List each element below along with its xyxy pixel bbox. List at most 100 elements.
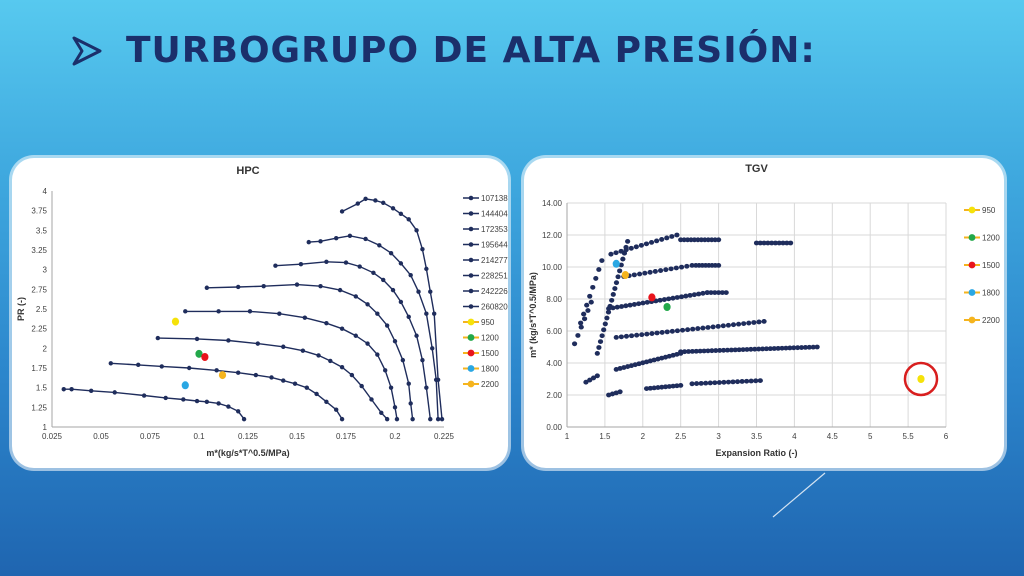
series-point-260820: [435, 377, 441, 382]
series-point-228251: [406, 314, 411, 320]
scatter-point-band-12: [775, 345, 781, 351]
scatter-point-band-11: [690, 326, 696, 332]
marker-1500: [648, 293, 656, 302]
series-point-107138: [89, 388, 94, 394]
series-point-260820: [363, 196, 368, 202]
slide-title: TURBOGRUPO DE ALTA PRESIÓN:: [126, 30, 816, 71]
series-point-242226: [363, 236, 368, 242]
series-point-260820: [406, 217, 411, 222]
legend-dot-260820: [468, 304, 474, 309]
arrow-bullet-icon: [72, 36, 102, 65]
scatter-point-band-3: [594, 351, 600, 356]
series-point-195644: [388, 385, 394, 390]
scatter-point-band-2: [593, 276, 599, 281]
scatter-point-band-17: [757, 378, 763, 383]
marker-1200: [663, 303, 671, 311]
scatter-point-band-11: [659, 330, 665, 335]
slide-header: TURBOGRUPO DE ALTA PRESIÓN:: [70, 30, 816, 71]
series-point-214277: [365, 302, 370, 307]
series-point-214277: [353, 294, 358, 299]
scatter-point-band-9: [640, 300, 646, 306]
legend-label-172353: 172353: [481, 225, 508, 234]
scatter-point-band-4: [618, 248, 624, 254]
scatter-point-band-17: [753, 378, 759, 384]
scatter-point-band-8: [716, 263, 722, 268]
scatter-point-band-11: [628, 333, 635, 339]
scatter-point-band-7: [642, 270, 648, 276]
scatter-point-band-9: [627, 302, 633, 308]
scatter-point-band-11: [756, 319, 762, 325]
series-point-214277: [261, 283, 266, 289]
series-point-107138: [181, 397, 186, 402]
scatter-point-band-11: [634, 332, 640, 338]
scatter-point-band-1: [575, 333, 581, 338]
series-point-144404: [339, 416, 345, 422]
series-point-144404: [269, 375, 274, 380]
series-point-228251: [298, 261, 304, 267]
scatter-point-band-2: [590, 284, 596, 290]
x-axis-label: m*(kg/s*T^0.5/MPa): [206, 448, 289, 458]
scatter-point-band-9: [631, 302, 637, 307]
x-tick-label: 1.5: [599, 432, 611, 441]
scatter-point-band-1: [571, 341, 578, 347]
scatter-point-band-4: [648, 239, 655, 245]
scatter-point-band-11: [664, 329, 670, 335]
y-tick-label: 2.75: [31, 285, 47, 294]
series-point-214277: [294, 282, 300, 287]
scatter-point-band-3: [604, 315, 610, 321]
scatter-point-band-17: [730, 379, 736, 385]
scatter-point-band-6: [788, 240, 794, 246]
series-point-195644: [302, 315, 308, 320]
scatter-point-band-12: [806, 344, 812, 350]
scatter-point-band-11: [679, 327, 686, 333]
scatter-point-band-16: [678, 383, 684, 388]
highlight-circle: [903, 361, 939, 397]
legend-dot-144404: [468, 211, 474, 216]
scatter-point-band-2: [578, 320, 584, 326]
scatter-point-band-16: [659, 384, 665, 390]
series-point-260820: [424, 266, 429, 272]
series-point-228251: [414, 333, 419, 338]
scatter-point-band-12: [798, 345, 805, 350]
scatter-point-band-3: [609, 297, 615, 303]
series-point-195644: [392, 405, 398, 410]
scatter-point-band-11: [730, 322, 737, 328]
series-line-172353: [157, 337, 388, 420]
scatter-point-band-16: [651, 385, 657, 391]
scatter-point-band-7: [663, 267, 669, 273]
scatter-point-band-11: [720, 323, 726, 329]
scatter-point-band-3: [615, 274, 621, 280]
x-tick-label: 0.05: [93, 432, 109, 441]
scatter-point-band-12: [732, 347, 738, 353]
scatter-point-band-16: [643, 386, 650, 391]
series-point-172353: [226, 338, 231, 343]
marker-950: [171, 317, 180, 326]
scatter-point-band-3: [602, 321, 608, 327]
series-point-107138: [226, 404, 231, 409]
scatter-point-band-17: [721, 379, 727, 385]
marker-950: [917, 375, 925, 383]
series-point-107138: [141, 393, 147, 398]
scatter-point-band-6: [769, 240, 775, 246]
scatter-point-band-10: [704, 290, 710, 295]
scatter-point-band-11: [623, 333, 630, 339]
y-tick-label: 6.00: [546, 327, 562, 336]
x-tick-label: 0.2: [389, 432, 401, 441]
scatter-point-band-7: [684, 263, 690, 269]
scatter-point-band-3: [618, 262, 624, 268]
series-point-242226: [424, 311, 429, 316]
scatter-point-band-11: [618, 334, 624, 340]
scatter-point-band-3: [597, 339, 604, 345]
series-point-144404: [214, 368, 219, 373]
y-tick-label: 4: [43, 187, 48, 196]
series-point-172353: [384, 416, 390, 422]
scatter-point-band-12: [717, 348, 723, 353]
x-axis-label: Expansion Ratio (-): [715, 448, 797, 458]
scatter-point-band-15: [617, 389, 623, 395]
series-point-214277: [375, 311, 380, 316]
scatter-point-band-11: [761, 319, 767, 324]
scatter-point-band-9: [636, 301, 642, 307]
scatter-point-band-12: [681, 349, 688, 355]
series-point-228251: [381, 277, 386, 283]
scatter-point-band-16: [674, 383, 680, 389]
